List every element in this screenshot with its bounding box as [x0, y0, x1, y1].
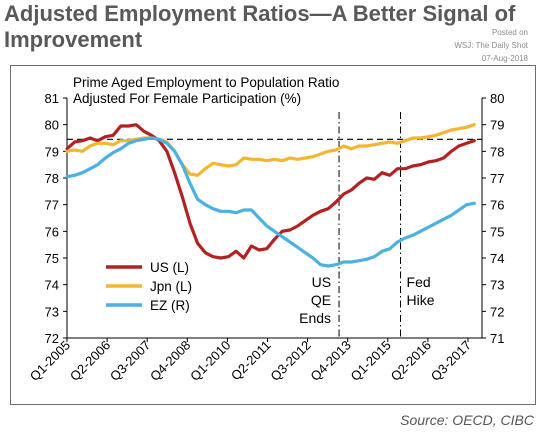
event-label: Hike [407, 292, 435, 308]
line-chart: Prime Aged Employment to Population Rati… [27, 75, 505, 384]
legend-label: Jpn (L) [150, 279, 192, 294]
headline: Adjusted Employment Ratios—A Better Sign… [4, 1, 524, 53]
y-left-tick-label: 81 [45, 91, 59, 106]
series-line [65, 123, 476, 177]
x-tick-label: Q4-2008 [147, 338, 193, 384]
x-tick-label: Q2-2011 [228, 338, 274, 384]
y-left-tick-label: 76 [45, 224, 59, 239]
x-tick-label: Q1-2010 [187, 338, 233, 384]
y-left-tick-label: 72 [45, 331, 59, 346]
y-left-tick-label: 79 [45, 144, 59, 159]
y-left-tick-label: 74 [45, 278, 59, 293]
x-tick-label: Q3-2007 [107, 338, 153, 384]
y-right-tick-label: 74 [490, 251, 504, 266]
event-label: Fed [407, 274, 431, 290]
x-tick-label: Q2-2016 [388, 338, 434, 384]
x-tick-label: Q4-2013 [307, 338, 353, 384]
y-right-tick-label: 78 [490, 144, 504, 159]
y-left-tick-label: 77 [45, 198, 59, 213]
y-left-tick-label: 80 [45, 118, 59, 133]
chart-frame: Prime Aged Employment to Population Rati… [10, 65, 536, 405]
watermark-line-1: Posted on [491, 28, 528, 37]
source-note: Source: OECD, CIBC [400, 412, 534, 428]
headline-line-1: Adjusted Employment Ratios—A Better Sign… [4, 1, 516, 26]
y-right-tick-label: 80 [490, 91, 504, 106]
series-line [65, 123, 476, 260]
x-tick-label: Q3-2012 [267, 338, 313, 384]
event-label: Ends [299, 310, 331, 326]
x-tick-label: Q3-2017 [428, 338, 474, 384]
chart-title-line-2: Adjusted For Female Participation (%) [73, 91, 301, 106]
legend-label: EZ (R) [150, 298, 190, 313]
y-left-tick-label: 73 [45, 304, 59, 319]
event-label: US [312, 274, 331, 290]
y-right-tick-label: 79 [490, 118, 504, 133]
legend-label: US (L) [150, 260, 189, 275]
series-line [65, 136, 476, 268]
y-right-tick-label: 72 [490, 304, 504, 319]
watermark-line-3: 07-Aug-2018 [481, 54, 528, 63]
event-label: QE [311, 292, 331, 308]
y-left-tick-label: 78 [45, 171, 59, 186]
y-right-tick-label: 75 [490, 224, 504, 239]
y-right-tick-label: 71 [490, 331, 504, 346]
y-left-tick-label: 75 [45, 251, 59, 266]
x-tick-label: Q2-2006 [67, 338, 113, 384]
y-right-tick-label: 76 [490, 198, 504, 213]
y-right-tick-label: 77 [490, 171, 504, 186]
watermark-line-2: WSJ: The Daily Shot [454, 41, 528, 50]
x-tick-label: Q1-2015 [348, 338, 394, 384]
y-right-tick-label: 73 [490, 278, 504, 293]
chart-title-line-1: Prime Aged Employment to Population Rati… [73, 75, 339, 90]
headline-line-2: Improvement [4, 27, 143, 52]
